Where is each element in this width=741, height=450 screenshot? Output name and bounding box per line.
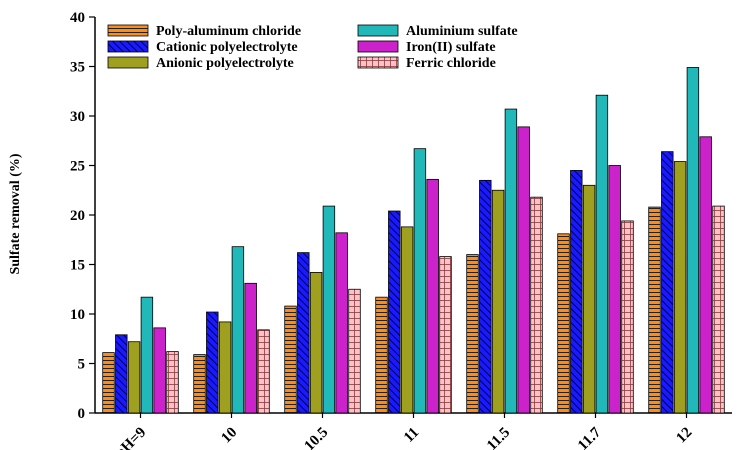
bar-poly-aluminum-chloride-3	[375, 296, 388, 414]
x-tick-label: 10.5	[301, 425, 331, 450]
x-tick-label: 11	[401, 425, 422, 446]
bar-ferric-chloride-1	[257, 329, 270, 414]
bar-iron-ii-sulfate-2	[335, 232, 348, 414]
y-tick-label: 0	[78, 406, 86, 422]
bar-aluminium-sulfate-0	[140, 296, 154, 414]
bars	[102, 67, 725, 414]
x-tick-label: pH=9	[113, 425, 150, 450]
bar-aluminium-sulfate-6	[686, 67, 700, 414]
bar-poly-aluminum-chloride-2	[284, 305, 297, 414]
legend-swatch	[357, 56, 399, 69]
y-tick-label: 5	[78, 357, 86, 373]
bar-anionic-polyelectrolyte-3	[400, 226, 414, 414]
bar-cationic-polyelectrolyte-5	[570, 170, 583, 414]
bar-poly-aluminum-chloride-0	[102, 352, 115, 414]
bar-anionic-polyelectrolyte-5	[582, 184, 596, 414]
legend-swatch	[357, 40, 399, 53]
x-tick-label: 10	[218, 425, 240, 447]
bar-aluminium-sulfate-5	[595, 94, 609, 414]
bar-anionic-polyelectrolyte-2	[309, 272, 323, 414]
legend-label: Anionic polyelectrolyte	[156, 56, 294, 71]
legend-swatch	[357, 24, 399, 37]
bar-anionic-polyelectrolyte-6	[673, 161, 687, 414]
legend-label: Ferric chloride	[406, 56, 496, 71]
bar-cationic-polyelectrolyte-4	[479, 179, 492, 414]
bar-iron-ii-sulfate-6	[699, 136, 712, 414]
bar-poly-aluminum-chloride-1	[193, 354, 206, 414]
y-tick-label: 10	[70, 307, 85, 323]
bar-ferric-chloride-4	[530, 196, 543, 414]
y-tick-label: 35	[70, 60, 85, 76]
y-tick-label: 15	[70, 258, 85, 274]
bar-ferric-chloride-3	[439, 256, 452, 414]
bar-aluminium-sulfate-4	[504, 108, 518, 414]
y-tick-label: 25	[70, 159, 85, 175]
x-tick-label: 11.5	[484, 425, 513, 450]
y-tick-label: 20	[70, 208, 85, 224]
bar-cationic-polyelectrolyte-1	[206, 311, 219, 414]
bar-aluminium-sulfate-1	[231, 246, 245, 414]
legend-label: Poly-aluminum chloride	[156, 24, 301, 39]
bar-ferric-chloride-5	[621, 220, 634, 414]
bar-cationic-polyelectrolyte-6	[661, 151, 674, 414]
bar-poly-aluminum-chloride-6	[648, 206, 661, 414]
legend-label: Aluminium sulfate	[406, 24, 518, 39]
legend-swatch	[107, 40, 149, 53]
bar-cationic-polyelectrolyte-0	[115, 334, 128, 414]
x-tick-label: 12	[673, 425, 695, 447]
bar-poly-aluminum-chloride-5	[557, 233, 570, 414]
bar-cationic-polyelectrolyte-3	[388, 210, 401, 414]
bar-aluminium-sulfate-2	[322, 205, 336, 414]
legend-swatch	[107, 24, 149, 37]
legend-label: Iron(II) sulfate	[406, 40, 496, 55]
legend-label: Cationic polyelectrolyte	[156, 40, 298, 55]
bar-ferric-chloride-2	[348, 288, 361, 414]
bar-anionic-polyelectrolyte-4	[491, 189, 505, 414]
bar-iron-ii-sulfate-1	[244, 282, 257, 414]
bar-iron-ii-sulfate-3	[426, 178, 439, 414]
bar-ferric-chloride-0	[166, 351, 179, 414]
bar-anionic-polyelectrolyte-1	[218, 321, 232, 414]
bar-poly-aluminum-chloride-4	[466, 254, 479, 414]
y-tick-label: 40	[70, 10, 85, 26]
x-tick-label: 11.7	[575, 424, 605, 450]
bar-iron-ii-sulfate-5	[608, 165, 621, 414]
bar-ferric-chloride-6	[712, 205, 725, 414]
legend-swatch	[107, 56, 149, 69]
bar-iron-ii-sulfate-0	[153, 327, 166, 414]
bar-aluminium-sulfate-3	[413, 148, 427, 414]
bar-anionic-polyelectrolyte-0	[127, 341, 141, 414]
y-tick-label: 30	[70, 109, 85, 125]
bar-iron-ii-sulfate-4	[517, 126, 530, 414]
bar-cationic-polyelectrolyte-2	[297, 252, 310, 414]
y-axis-title: Sulfate removal (%)	[8, 153, 23, 274]
